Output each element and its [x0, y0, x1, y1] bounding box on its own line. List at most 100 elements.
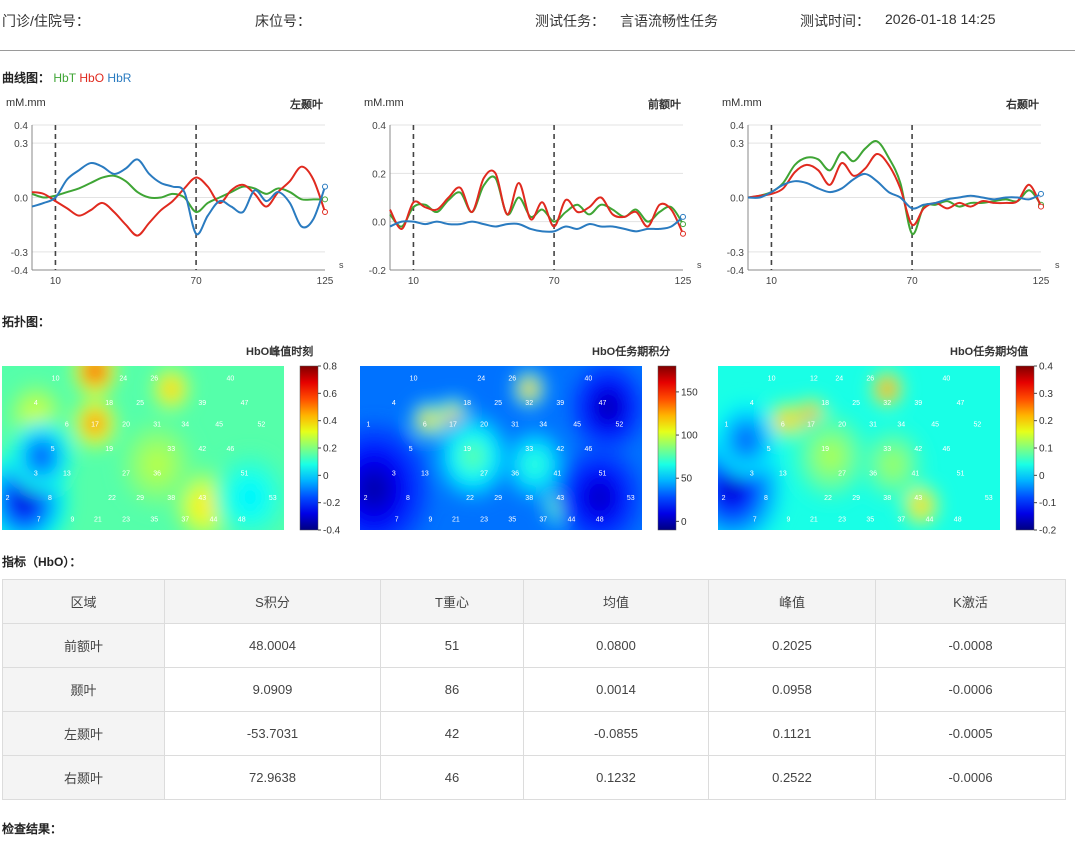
series-line-hbr [389, 216, 684, 233]
channel-label: 34 [897, 421, 905, 428]
cell-mean: 0.0014 [523, 667, 709, 712]
col-mean: 均值 [523, 579, 709, 624]
series-end-point-hbo [322, 209, 328, 215]
channel-label: 37 [539, 517, 547, 524]
channel-label: 9 [787, 517, 791, 524]
channel-label: 47 [957, 400, 965, 407]
legend-hbr: HbR [107, 71, 132, 85]
channel-label: 35 [150, 517, 158, 524]
y-tick-label: 0.3 [14, 139, 28, 150]
y-tick-label: 0.4 [14, 121, 28, 132]
channel-label: 13 [779, 471, 787, 478]
channel-label: 6 [423, 421, 427, 428]
colorbar-tick-label: 150 [681, 387, 698, 398]
colorbar-tick-label: 0.4 [1039, 362, 1053, 373]
channel-label: 6 [65, 421, 69, 428]
cell-t-centroid: 51 [380, 623, 524, 668]
channel-label: 17 [91, 421, 99, 428]
colorbar [657, 365, 677, 531]
channel-label: 5 [767, 446, 771, 453]
channel-label: 22 [108, 495, 116, 502]
heatmap-peak-time: 10 24 26 404 18 25 39 476 17 20 31 34 45 525 19 33 42 463… [2, 362, 341, 537]
heatmap-hotspot [465, 447, 481, 465]
channel-label: 35 [508, 517, 516, 524]
heatmap-hotspot [242, 488, 258, 506]
curves-section-title: 曲线图： HbT HbO HbR [2, 69, 131, 86]
bed-label: 床位号： [255, 13, 311, 29]
channel-label: 44 [210, 517, 218, 524]
y-axis-label: mM.mm [364, 97, 404, 109]
y-axis-label: mM.mm [722, 97, 762, 109]
channel-label: 40 [227, 375, 235, 382]
channel-label: 34 [181, 421, 189, 428]
channel-label: 22 [824, 495, 832, 502]
channel-label: 1 [367, 421, 371, 428]
series-line-hbo [31, 165, 326, 237]
heatmap-hotspot [15, 490, 34, 511]
topo-title-integral: HbO任务期积分 [592, 346, 671, 358]
x-tick-label: 125 [675, 276, 692, 287]
chart-title: 前额叶 [648, 97, 681, 111]
report-header: 门诊/住院号： 床位号： 测试任务： 言语流畅性任务 测试时间： 2026-01… [0, 0, 1075, 51]
channel-label: 36 [869, 471, 877, 478]
colorbar-tick-label: 0.8 [323, 362, 337, 373]
colorbar-tick-label: 0.4 [323, 416, 337, 427]
x-tick-label: 70 [549, 276, 561, 287]
task-label: 测试任务： [535, 13, 605, 29]
cell-region: 颞叶 [2, 667, 165, 712]
channel-label: 33 [167, 446, 175, 453]
channel-label: 8 [48, 495, 52, 502]
channel-label: 51 [599, 471, 607, 478]
x-tick-label: 70 [907, 276, 919, 287]
heatmap-hotspot [167, 384, 175, 394]
channel-label: 31 [153, 421, 161, 428]
metrics-table: 区域 S积分 T重心 均值 峰值 K激活 前额叶 48.0004 51 0.08… [2, 579, 1066, 800]
colorbar-tick-label: -0.1 [1039, 498, 1057, 509]
series-end-point-hbr [680, 213, 686, 220]
channel-label: 20 [838, 421, 846, 428]
table-row: 左颞叶 -53.7031 42 -0.0855 0.1121 -0.0005 [2, 711, 1066, 756]
channel-label: 36 [511, 471, 519, 478]
task-value: 言语流畅性任务 [620, 13, 718, 29]
channel-label: 43 [914, 495, 922, 502]
table-row: 颞叶 9.0909 86 0.0014 0.0958 -0.0006 [2, 667, 1066, 712]
channel-label: 6 [781, 421, 785, 428]
channel-label: 33 [883, 446, 891, 453]
patient-id-label: 门诊/住院号： [2, 13, 90, 29]
heatmap-hotspot [526, 385, 533, 393]
metrics-header-row: 区域 S积分 T重心 均值 峰值 K激活 [2, 579, 1066, 624]
heatmap-hotspot [90, 366, 100, 377]
legend-hbo: HbO [79, 71, 105, 85]
channel-label: 13 [63, 471, 71, 478]
cell-region: 右颞叶 [2, 755, 165, 800]
heatmap-hotspot [884, 385, 891, 393]
channel-label: 3 [34, 471, 38, 478]
heatmap-task-mean: 10 12 24 26 404 18 25 32 39 471 6 17 20 31 34 45 525 19 33… [718, 362, 1057, 537]
channel-label: 3 [750, 471, 754, 478]
channel-label: 26 [866, 375, 874, 382]
channel-label: 24 [477, 375, 485, 382]
channel-label: 18 [463, 400, 471, 407]
colorbar-tick-label: 0.2 [323, 444, 337, 455]
series-end-point-hbt [322, 196, 328, 203]
y-tick-label: 0.4 [372, 121, 386, 132]
colorbar-tick-label: -0.2 [1039, 526, 1057, 537]
chart-title: 左颞叶 [289, 97, 323, 111]
heatmap-hotspot [90, 418, 100, 429]
line-chart-left-temporal: mM.mm 左颞叶 0.4 0.3 0.0 -0.3 -0.4 10 70 125 s [6, 97, 344, 287]
y-tick-label: -0.4 [727, 266, 745, 277]
cell-peak: 0.2025 [708, 623, 876, 668]
channel-label: 1 [725, 421, 729, 428]
channel-label: 23 [480, 517, 488, 524]
y-tick-label: -0.3 [11, 248, 29, 259]
heatmap-hotspot [917, 501, 925, 510]
channel-label: 52 [616, 421, 624, 428]
cell-peak: 0.2522 [708, 755, 876, 800]
channel-label: 43 [198, 495, 206, 502]
channel-label: 20 [122, 421, 130, 428]
cell-k-activation: -0.0008 [875, 623, 1066, 668]
colorbar-tick-label: 50 [681, 474, 693, 485]
line-chart-right-temporal: mM.mm 右颞叶 0.4 0.3 0.0 -0.3 -0.4 10 70 125 s [722, 97, 1060, 287]
series-line-hbr [31, 158, 326, 236]
heatmap-hotspot [739, 432, 753, 448]
